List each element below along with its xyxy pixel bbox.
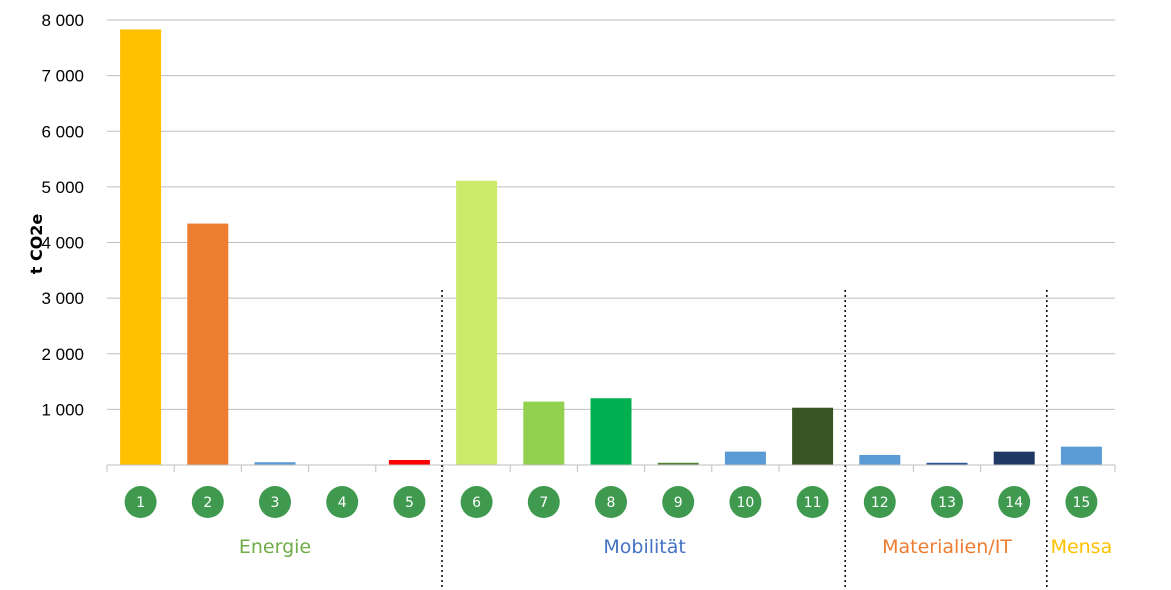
y-tick-label: 7 000 — [41, 67, 84, 86]
category-label: 9 — [674, 495, 683, 511]
bar-11 — [792, 407, 834, 465]
bar-6 — [456, 180, 498, 465]
category-label: 10 — [736, 495, 754, 511]
y-axis-ticks: 1 000 2 000 3 000 4 000 5 000 6 000 7 000 8 000 — [41, 11, 84, 419]
category-marker-6: 6 — [460, 486, 493, 518]
y-tick-label: 3 000 — [41, 289, 84, 308]
bars — [120, 29, 1102, 466]
bar-1 — [120, 29, 162, 466]
category-marker-7: 7 — [527, 486, 560, 518]
category-circle — [124, 486, 157, 518]
category-label: 4 — [338, 495, 347, 511]
bar-14 — [993, 451, 1035, 465]
y-tick-label: 5 000 — [41, 178, 84, 197]
category-circle — [326, 486, 359, 518]
group-label: Energie — [239, 536, 311, 558]
category-circle — [796, 486, 829, 518]
bar-9 — [657, 462, 699, 465]
bar-2 — [187, 223, 229, 465]
category-label: 14 — [1005, 495, 1023, 511]
bar-7 — [523, 401, 565, 465]
group-label: Materialien/IT — [882, 536, 1012, 558]
bar-13 — [926, 462, 968, 465]
category-label: 2 — [203, 495, 212, 511]
category-label: 13 — [938, 495, 956, 511]
bar-12 — [859, 454, 901, 465]
group-label: Mensa — [1051, 536, 1113, 558]
gridlines — [107, 19, 1115, 410]
category-marker-2: 2 — [191, 486, 224, 518]
category-marker-4: 4 — [326, 486, 359, 518]
category-marker-8: 8 — [595, 486, 627, 518]
category-marker-13: 13 — [931, 486, 963, 518]
category-circle — [1065, 486, 1098, 518]
category-circle — [527, 486, 560, 518]
category-circle — [931, 486, 963, 518]
category-marker-5: 5 — [393, 486, 426, 518]
category-circle — [863, 486, 896, 518]
x-axis-tick-marks — [106, 465, 1116, 472]
category-marker-9: 9 — [662, 486, 695, 518]
category-circle — [595, 486, 627, 518]
y-axis-label: t CO2e — [27, 214, 46, 275]
category-label: 7 — [539, 495, 548, 511]
category-circle — [191, 486, 224, 518]
y-tick-label: 4 000 — [41, 234, 84, 253]
bar-8 — [590, 398, 632, 465]
bar-15 — [1060, 446, 1102, 465]
category-label: 15 — [1072, 495, 1090, 511]
category-label: 12 — [871, 495, 889, 511]
group-label: Mobilität — [603, 536, 685, 558]
category-circle — [998, 486, 1031, 518]
category-marker-3: 3 — [259, 486, 291, 518]
category-label: 1 — [136, 495, 145, 511]
y-tick-label: 8 000 — [41, 11, 84, 30]
category-marker-14: 14 — [998, 486, 1031, 518]
category-marker-15: 15 — [1065, 486, 1098, 518]
category-label: 8 — [607, 495, 616, 511]
category-marker-10: 10 — [729, 486, 762, 518]
category-circle — [393, 486, 426, 518]
category-marker-11: 11 — [796, 486, 829, 518]
category-label: 6 — [472, 495, 481, 511]
y-tick-label: 6 000 — [41, 122, 84, 141]
category-circle — [662, 486, 695, 518]
category-circle — [460, 486, 493, 518]
category-marker-12: 12 — [863, 486, 896, 518]
category-label: 11 — [804, 495, 822, 511]
group-labels: Energie Mobilität Materialien/IT Mensa — [239, 536, 1112, 558]
category-marker-1: 1 — [124, 486, 157, 518]
category-circle — [729, 486, 762, 518]
bar-10 — [724, 451, 766, 465]
bar-3 — [254, 462, 296, 465]
y-tick-label: 1 000 — [41, 400, 84, 419]
category-label: 3 — [271, 495, 280, 511]
category-label: 5 — [405, 495, 414, 511]
bar-5 — [388, 459, 430, 465]
category-markers: 1 2 3 4 5 6 7 8 9 10 11 12 13 14 15 — [124, 486, 1098, 518]
category-circle — [259, 486, 291, 518]
y-tick-label: 2 000 — [41, 345, 84, 364]
